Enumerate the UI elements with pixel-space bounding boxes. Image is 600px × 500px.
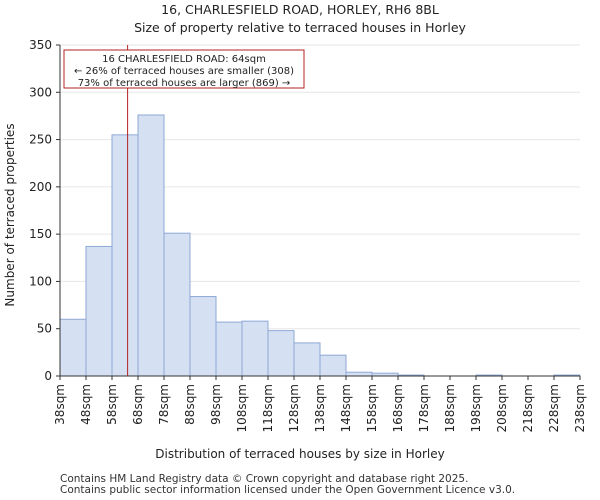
x-tick-label: 58sqm (105, 384, 119, 425)
annotation-box (63, 49, 305, 89)
histogram-bar (293, 342, 321, 377)
x-tick-label: 48sqm (79, 384, 93, 425)
x-tick-label: 38sqm (53, 384, 67, 425)
y-tick-label: 250 (29, 133, 52, 147)
x-tick-label: 78sqm (157, 384, 171, 425)
x-tick-label: 208sqm (495, 384, 509, 432)
histogram-bar (267, 330, 295, 377)
x-tick-label: 138sqm (313, 384, 327, 432)
histogram-bar (163, 232, 191, 377)
x-tick-label: 148sqm (339, 384, 353, 432)
annotation-line-1: 16 CHARLESFIELD ROAD: 64sqm (102, 54, 266, 65)
histogram-bar (345, 371, 373, 377)
y-tick-label: 100 (29, 274, 52, 288)
y-tick-label: 0 (44, 369, 52, 383)
histogram-bar (241, 320, 269, 377)
x-tick-label: 98sqm (209, 384, 223, 425)
x-tick-label: 198sqm (469, 384, 483, 432)
x-tick-label: 108sqm (235, 384, 249, 432)
x-tick-label: 228sqm (547, 384, 561, 432)
x-tick-label: 188sqm (443, 384, 457, 432)
annotation-line-3: 73% of terraced houses are larger (869) … (78, 78, 291, 89)
y-tick-label: 50 (37, 322, 52, 336)
histogram-bar (189, 296, 217, 377)
x-tick-label: 178sqm (417, 384, 431, 432)
chart-title: 16, CHARLESFIELD ROAD, HORLEY, RH6 8BL (161, 2, 439, 17)
histogram-bar (111, 134, 139, 377)
x-tick-label: 168sqm (391, 384, 405, 432)
chart-subtitle: Size of property relative to terraced ho… (134, 20, 466, 35)
x-axis-label: Distribution of terraced houses by size … (155, 447, 444, 461)
annotation-line-2: ← 26% of terraced houses are smaller (30… (74, 66, 294, 77)
footer-line-2: Contains public sector information licen… (60, 484, 516, 496)
y-tick-label: 150 (29, 227, 52, 241)
x-tick-label: 68sqm (131, 384, 145, 425)
y-tick-label: 200 (29, 180, 52, 194)
y-tick-label: 350 (29, 38, 52, 52)
footer-line-1: Contains HM Land Registry data © Crown c… (60, 473, 469, 485)
x-tick-label: 158sqm (365, 384, 379, 432)
x-tick-label: 218sqm (521, 384, 535, 432)
x-tick-label: 88sqm (183, 384, 197, 425)
x-tick-label: 238sqm (573, 384, 587, 432)
x-tick-label: 128sqm (287, 384, 301, 432)
y-tick-label: 300 (29, 85, 52, 99)
histogram-bar (319, 354, 347, 377)
histogram-bar (59, 318, 87, 377)
x-tick-label: 118sqm (261, 384, 275, 432)
histogram-bar (85, 245, 113, 377)
histogram-bar (137, 114, 165, 377)
y-axis-label: Number of terraced properties (3, 123, 17, 306)
histogram-bar (215, 321, 243, 377)
